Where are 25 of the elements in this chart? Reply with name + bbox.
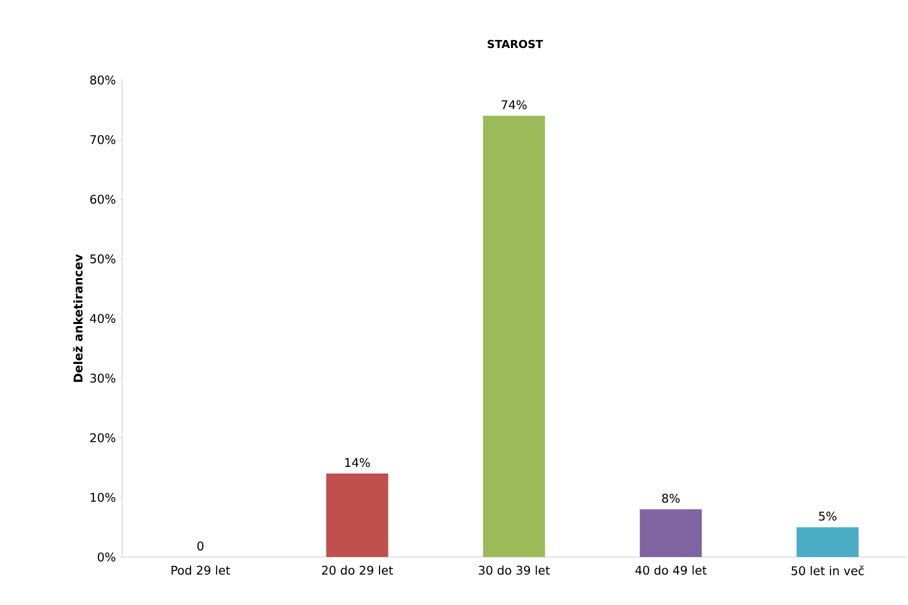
- bar: [326, 474, 388, 557]
- data-label: 14%: [345, 458, 370, 468]
- x-tick-label: 30 do 39 let: [478, 566, 550, 575]
- y-tick-label: 50%: [90, 254, 116, 264]
- y-tick-label: 40%: [90, 314, 116, 324]
- y-tick-label: 30%: [90, 374, 116, 383]
- x-tick-label: 20 do 29 let: [322, 566, 393, 575]
- x-tick-label: Pod 29 let: [172, 566, 230, 575]
- bar: [640, 509, 702, 557]
- x-tick-label: 40 do 49 let: [635, 566, 707, 575]
- y-tick-label: 80%: [90, 75, 116, 85]
- data-label: 5%: [819, 512, 836, 521]
- y-tick-label: 10%: [90, 492, 116, 502]
- x-tick-label: 50 let in več: [792, 566, 864, 576]
- bar: [796, 527, 859, 557]
- y-tick-label: 0%: [98, 552, 116, 562]
- y-tick-label: 20%: [90, 433, 116, 442]
- bar: [483, 116, 546, 557]
- y-tick-label: 60%: [90, 194, 116, 204]
- y-axis-title: Delež anketirancev: [72, 254, 83, 382]
- data-label: 74%: [502, 100, 527, 110]
- chart-title: STAROST: [488, 40, 543, 48]
- y-tick-label: 70%: [90, 135, 116, 144]
- data-label: 8%: [662, 494, 680, 503]
- data-label: 0: [197, 541, 204, 550]
